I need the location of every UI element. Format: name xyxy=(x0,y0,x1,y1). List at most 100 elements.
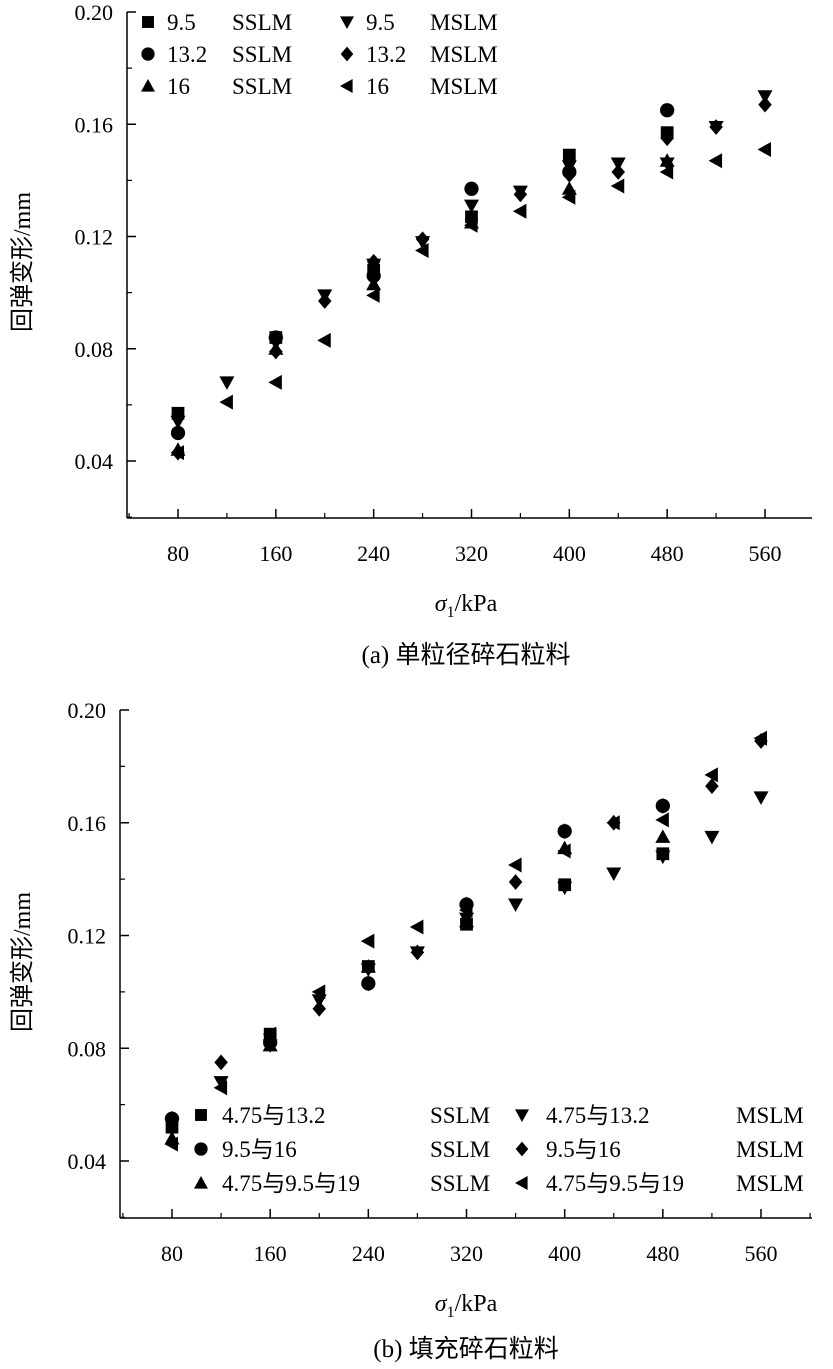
chart-b: 0.04 0.08 0.12 0.16 0.20 80 160 240 320 400 480 560… xyxy=(9,698,812,1363)
legend-mode-label: MSLM xyxy=(736,1171,804,1196)
data-point-triangle-left xyxy=(508,857,522,873)
data-point-triangle-down xyxy=(606,867,622,881)
legend-item-triangle-down: 9.5 MSLM xyxy=(340,10,498,35)
x-tick-label: 480 xyxy=(651,541,684,566)
data-point-circle xyxy=(464,181,479,196)
legend-marker-triangle-left xyxy=(340,79,353,93)
data-point-triangle-left xyxy=(459,902,473,918)
data-point-diamond xyxy=(312,1000,326,1017)
data-point-triangle-left xyxy=(268,374,282,390)
y-tick-label: 0.16 xyxy=(75,112,114,137)
data-point-triangle-left xyxy=(366,287,380,303)
data-point-triangle-left xyxy=(409,919,424,935)
data-point-triangle-left xyxy=(512,203,527,219)
legend-item-circle: 13.2 SSLM xyxy=(141,42,292,67)
legend-size-label: 4.75与13.2 xyxy=(546,1103,650,1128)
legend-mode-label: MSLM xyxy=(430,74,498,99)
data-point-triangle-left xyxy=(262,1026,277,1042)
data-point-diamond xyxy=(562,166,577,183)
legend-marker-triangle-up xyxy=(194,1176,208,1189)
series-square xyxy=(165,847,670,1134)
chart-a: 0.04 0.08 0.12 0.16 0.20 80 160 240 320 400 480 560… xyxy=(9,0,812,669)
legend-size-label: 4.75与13.2 xyxy=(222,1103,326,1128)
legend-item-triangle-left: 16 MSLM xyxy=(340,74,498,99)
legend-mode-label: SSLM xyxy=(430,1137,490,1162)
legend-size-label: 9.5与16 xyxy=(546,1137,621,1162)
legend-item-triangle-down: 4.75与13.2 MSLM xyxy=(515,1103,804,1128)
data-point-triangle-down xyxy=(213,1076,229,1090)
x-tick-label: 560 xyxy=(745,1241,778,1266)
legend-marker-diamond xyxy=(515,1141,529,1157)
data-point-triangle-down xyxy=(170,415,186,430)
data-point-triangle-down xyxy=(557,881,573,896)
legend: 9.5 SSLM 13.2 SSLM 16 SSLM 9.5 MSLM 13.2 MSLM 16 MS… xyxy=(141,10,498,99)
legend-size-label: 16 xyxy=(366,74,389,99)
legend-marker-square xyxy=(142,16,154,28)
legend-size-label: 9.5与16 xyxy=(222,1137,297,1162)
y-tick-label: 0.08 xyxy=(75,337,114,362)
data-point-diamond xyxy=(366,253,381,270)
data-point-triangle-down xyxy=(753,791,769,805)
data-point-triangle-left xyxy=(659,164,674,180)
y-tick-label: 0.20 xyxy=(68,698,107,723)
legend-size-label: 13.2 xyxy=(366,42,406,67)
legend-marker-triangle-up xyxy=(141,79,155,92)
x-axis-label-symbol: σ xyxy=(435,1291,448,1317)
data-point-triangle-left xyxy=(317,332,331,348)
data-point-triangle-up xyxy=(366,276,382,291)
data-point-circle xyxy=(170,425,186,441)
y-tick-label: 0.04 xyxy=(75,449,114,474)
y-axis-label: 回弹变形/mm xyxy=(9,892,36,1032)
data-point-triangle-down xyxy=(659,157,675,172)
x-tick-label: 240 xyxy=(352,1241,385,1266)
x-tick-label: 240 xyxy=(357,541,390,566)
legend-marker-square xyxy=(195,1109,207,1121)
x-tick-label: 160 xyxy=(259,541,292,566)
legend-marker-triangle-left xyxy=(515,1176,528,1190)
y-tick-label: 0.04 xyxy=(68,1149,107,1174)
legend-item-circle: 9.5与16 SSLM xyxy=(194,1137,490,1162)
data-point-square xyxy=(562,148,576,162)
x-axis-label-subscript: 1 xyxy=(447,1304,455,1321)
series-triangle-up xyxy=(164,829,671,1145)
legend-item-triangle-left: 4.75与9.5与19 MSLM xyxy=(515,1171,804,1196)
x-axis-label-unit: /kPa xyxy=(455,1291,498,1317)
data-point-triangle-left xyxy=(311,984,326,1000)
legend-size-label: 4.75与9.5与19 xyxy=(546,1171,684,1196)
data-point-circle xyxy=(366,268,381,283)
x-tick-label: 400 xyxy=(553,541,586,566)
legend-mode-label: SSLM xyxy=(232,42,292,67)
series-triangle-down xyxy=(164,791,769,1132)
data-point-triangle-down xyxy=(704,830,720,845)
data-point-diamond xyxy=(709,119,723,135)
x-tick-label: 160 xyxy=(254,1241,287,1266)
data-point-diamond xyxy=(410,944,425,961)
legend-mode-label: MSLM xyxy=(430,42,498,67)
legend-size-label: 9.5 xyxy=(366,10,395,35)
legend-item-triangle-up: 16 SSLM xyxy=(141,74,292,99)
legend-item-diamond: 13.2 MSLM xyxy=(340,42,498,67)
y-axis-label: 回弹变形/mm xyxy=(9,192,36,332)
data-point-diamond xyxy=(361,975,376,992)
legend-marker-diamond xyxy=(340,46,354,62)
series-diamond xyxy=(171,96,772,461)
legend-mode-label: MSLM xyxy=(736,1103,804,1128)
data-point-triangle-left xyxy=(360,933,375,949)
data-point-diamond xyxy=(508,874,523,890)
legend-size-label: 4.75与9.5与19 xyxy=(222,1171,360,1196)
data-point-circle xyxy=(660,103,675,118)
data-point-diamond xyxy=(165,1110,179,1127)
data-point-triangle-down xyxy=(360,963,376,977)
legend-mode-label: SSLM xyxy=(232,74,292,99)
series-triangle-left xyxy=(164,730,767,1152)
x-tick-label: 320 xyxy=(455,541,488,566)
legend-item-triangle-up: 4.75与9.5与19 SSLM xyxy=(194,1171,490,1196)
legend-mode-label: SSLM xyxy=(232,10,292,35)
data-point-triangle-left xyxy=(757,142,771,158)
series-circle xyxy=(170,103,675,441)
data-point-triangle-down xyxy=(508,898,524,912)
legend-mode-label: MSLM xyxy=(736,1137,804,1162)
x-tick-label: 320 xyxy=(450,1241,483,1266)
